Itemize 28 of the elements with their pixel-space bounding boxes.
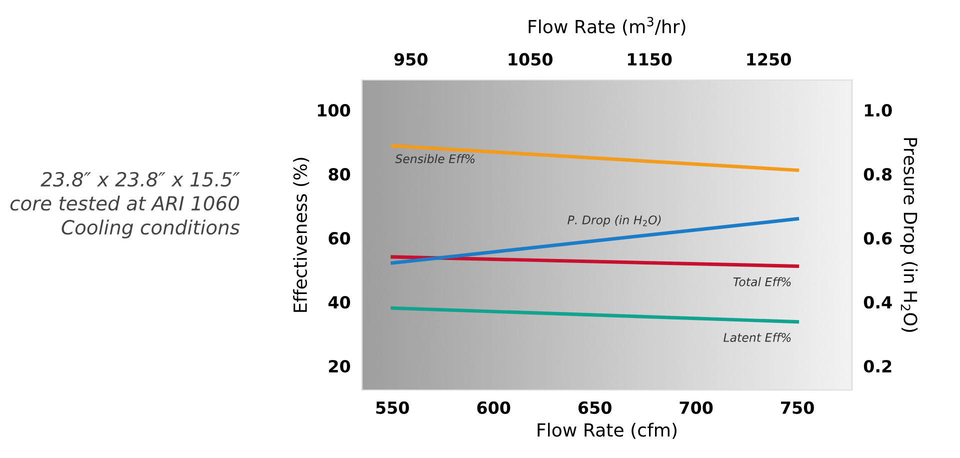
y-tick-label: 60 [328,232,350,245]
y2-axis-title: Presure Drop (in H$_{2}$O) [900,138,918,332]
x2-tick-label: 950 [394,53,428,66]
y2-tick-label: 1.0 [864,104,892,117]
series-label: Latent Eff% [724,332,791,342]
y-tick-label: 20 [329,360,350,373]
y-tick-label: 100 [318,104,350,117]
x2-axis-title: Flow Rate (m$^{3}$/hr) [528,16,686,36]
series-label: P. Drop (in H$_{2}$O) [568,215,661,227]
series-label: Total Eff% [733,277,791,286]
y2-tick-label: 0.4 [864,296,892,309]
x-tick-label: 650 [578,401,612,414]
y-tick-label: 80 [328,168,350,181]
x-tick-label: 750 [781,401,814,414]
text: 23.8″ x 23.8″ x 15.5″ core tested at ARI 1060 Cooling conditions [10,172,240,238]
x2-tick-label: 1050 [508,53,552,66]
y-axis-title: Effectiveness (%) [293,158,310,312]
x-tick-label: 600 [477,401,510,414]
x-tick-label: 550 [376,401,409,414]
x2-tick-label: 1250 [747,53,791,66]
x-axis-title: Flow Rate (cfm) [538,422,676,439]
x-tick-label: 700 [680,401,713,414]
x2-tick-label: 1150 [628,53,672,66]
series-label: Sensible Eff% [395,154,475,164]
y2-tick-label: 0.8 [864,168,892,181]
y-tick-label: 40 [328,296,350,309]
y2-tick-label: 0.6 [864,232,892,245]
y2-tick-label: 0.2 [864,360,892,373]
